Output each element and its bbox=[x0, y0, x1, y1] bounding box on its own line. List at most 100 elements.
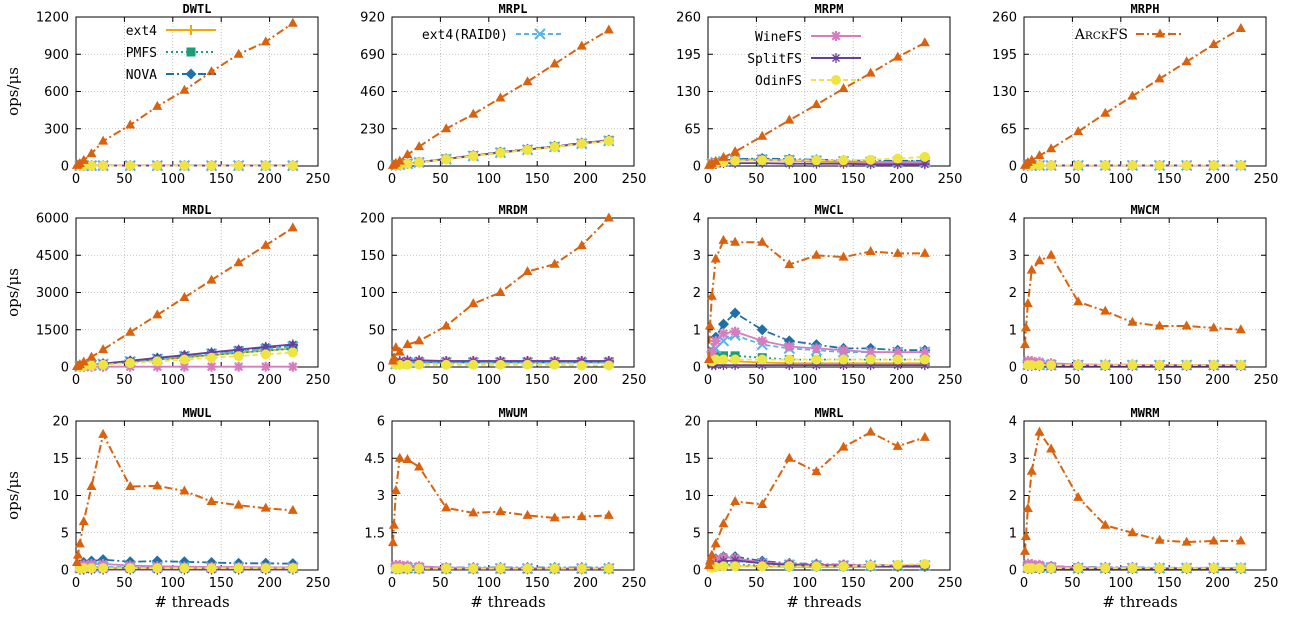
data-point: ArckFS x=112 y=122 bbox=[1127, 90, 1138, 100]
data-point: ArckFS x=56 y=1.95 bbox=[1073, 491, 1084, 501]
y-tick-label: 130 bbox=[992, 85, 1017, 100]
x-tick-label: 100 bbox=[476, 172, 501, 187]
data-point: OdinFS x=112 y=300 bbox=[179, 354, 190, 365]
data-point: OdinFS x=224 y=580 bbox=[287, 347, 298, 358]
data-point: OdinFS x=56 y=0.05 bbox=[1073, 360, 1084, 371]
data-point: ArckFS x=112 y=100 bbox=[495, 287, 506, 296]
data-point: OdinFS x=28 y=22 bbox=[414, 157, 425, 168]
x-tick-label: 250 bbox=[306, 576, 331, 591]
y-tick-label: 0 bbox=[61, 160, 69, 175]
x-tick-label: 100 bbox=[792, 576, 817, 591]
data-point: ArckFS x=168 y=2.1 bbox=[549, 512, 560, 522]
data-point: OdinFS x=84 y=0.05 bbox=[1100, 360, 1111, 371]
y-tick-label: 0 bbox=[1009, 160, 1017, 175]
data-point: ArckFS x=1 y=1.1 bbox=[387, 537, 398, 547]
y-tick-label: 195 bbox=[992, 48, 1017, 63]
data-point: ArckFS x=112 y=10.6 bbox=[179, 485, 190, 495]
y-tick-label: 1 bbox=[1009, 526, 1017, 541]
data-point: OdinFS x=140 y=3 bbox=[206, 160, 217, 171]
data-point: OdinFS x=84 y=1 bbox=[1100, 160, 1111, 171]
panel-mwum: 0 50 100 150 200 250 0 1.5 3 4.5 6 MWUM ext4 x=4 y=0… bbox=[364, 406, 646, 611]
data-point: ArckFS x=224 y=1150 bbox=[287, 17, 298, 27]
x-tick-label: 50 bbox=[1064, 172, 1081, 187]
data-point: OdinFS x=224 y=0.2 bbox=[919, 354, 930, 365]
data-point: OdinFS x=56 y=0.05 bbox=[1073, 563, 1084, 574]
data-point: ArckFS x=4 y=1.9 bbox=[706, 290, 717, 300]
legend-swatch-marker bbox=[1155, 28, 1165, 38]
data-point: ArckFS x=56 y=60 bbox=[1073, 126, 1084, 136]
data-point: ArckFS x=84 y=80 bbox=[784, 114, 795, 124]
data-point: ArckFS x=1 y=0.6 bbox=[1019, 339, 1030, 349]
legend-label: ext4 bbox=[126, 24, 157, 39]
data-point: OdinFS x=140 y=0.5 bbox=[838, 561, 849, 572]
data-point: OdinFS x=84 y=0.06 bbox=[468, 563, 479, 574]
data-point: OdinFS x=112 y=3 bbox=[495, 359, 506, 370]
data-point: OdinFS x=140 y=0.06 bbox=[522, 563, 533, 574]
x-tick-label: 250 bbox=[306, 373, 331, 388]
data-point: ArckFS x=4 y=2 bbox=[706, 549, 717, 559]
data-point: ArckFS x=4 y=1.7 bbox=[1022, 298, 1033, 308]
data-point: ArckFS x=84 y=85 bbox=[468, 298, 479, 308]
y-tick-label: 3000 bbox=[36, 286, 69, 301]
data-point: SplitFS x=140 y=0.05 bbox=[838, 360, 849, 371]
data-point: ArckFS x=112 y=3 bbox=[811, 249, 822, 259]
data-point: ArckFS x=8 y=2.65 bbox=[1026, 465, 1037, 475]
series-group: ext4 x=4 y=0.07ext4 x=8 y=0.07ext4 x=16 … bbox=[1019, 426, 1247, 574]
data-point: OdinFS x=168 y=0.6 bbox=[865, 560, 876, 571]
data-point: ArckFS x=168 y=3.1 bbox=[865, 246, 876, 256]
data-point: OdinFS x=140 y=370 bbox=[206, 352, 217, 363]
data-point: WineFS x=140 y=0.45 bbox=[838, 345, 849, 356]
data-point: ArckFS x=28 y=18.2 bbox=[98, 428, 109, 438]
data-point: ArckFS x=4 y=16 bbox=[390, 157, 401, 167]
data-point: ArckFS x=224 y=215 bbox=[919, 37, 930, 47]
y-tick-label: 4 bbox=[1009, 415, 1017, 430]
data-point: WineFS x=28 y=0.95 bbox=[730, 326, 741, 337]
y-tick-label: 3 bbox=[1009, 249, 1017, 264]
x-tick-label: 0 bbox=[72, 576, 80, 591]
data-point: OdinFS x=112 y=1 bbox=[1127, 160, 1138, 171]
data-point: OdinFS x=196 y=138 bbox=[576, 138, 587, 149]
data-point: ArckFS x=168 y=900 bbox=[233, 48, 244, 58]
x-tick-label: 250 bbox=[306, 172, 331, 187]
x-axis-label: # threads bbox=[786, 593, 861, 611]
x-tick-label: 150 bbox=[841, 576, 866, 591]
data-point: ArckFS x=8 y=4.5 bbox=[394, 452, 405, 462]
data-point: ArckFS x=84 y=15 bbox=[784, 452, 795, 462]
y-tick-label: 0 bbox=[1009, 361, 1017, 376]
data-point: OdinFS x=28 y=0.2 bbox=[730, 354, 741, 365]
data-point: ArckFS x=28 y=4.15 bbox=[414, 461, 425, 471]
data-point: ArckFS x=8 y=30 bbox=[394, 155, 405, 165]
data-point: ArckFS x=224 y=2.2 bbox=[603, 509, 614, 519]
panel-mwrm: 0 50 100 150 200 250 0 1 2 3 4 MWRM ext4 x=4 y=0.07e… bbox=[1009, 406, 1279, 611]
series-group: ext4 x=4 y=3ext4 x=8 y=3ext4 x=16 y=3ext… bbox=[71, 17, 299, 172]
y-tick-label: 1 bbox=[693, 323, 701, 338]
data-point: OdinFS x=84 y=230 bbox=[152, 356, 163, 367]
data-point: OdinFS x=56 y=3 bbox=[125, 160, 136, 171]
data-point: OdinFS x=224 y=0.25 bbox=[287, 563, 298, 574]
data-point: ArckFS x=56 y=55 bbox=[441, 320, 452, 330]
data-point: OdinFS x=8 y=0.05 bbox=[1026, 563, 1037, 574]
data-point: OdinFS x=140 y=10 bbox=[838, 155, 849, 166]
series-line-arckfs bbox=[708, 431, 926, 566]
data-point: ArckFS x=196 y=4900 bbox=[260, 239, 271, 249]
panel-title: MWRL bbox=[815, 406, 844, 420]
plot-frame bbox=[391, 16, 635, 167]
legend-swatch-marker bbox=[185, 68, 197, 80]
data-point: SplitFS x=84 y=0.05 bbox=[784, 360, 795, 371]
data-point: SplitFS x=196 y=0.05 bbox=[892, 360, 903, 371]
x-tick-label: 50 bbox=[432, 576, 449, 591]
data-point: OdinFS x=168 y=0.2 bbox=[865, 354, 876, 365]
data-point: OdinFS x=168 y=11 bbox=[865, 154, 876, 165]
x-tick-label: 50 bbox=[116, 373, 133, 388]
data-point: SplitFS x=28 y=1.3 bbox=[730, 555, 741, 566]
y-tick-label: 4.5 bbox=[364, 452, 385, 467]
x-tick-label: 150 bbox=[209, 576, 234, 591]
y-tick-label: 5 bbox=[693, 526, 701, 541]
data-point: OdinFS x=28 y=0.06 bbox=[414, 563, 425, 574]
y-axis-label: ops/μs bbox=[4, 67, 22, 116]
x-tick-label: 150 bbox=[525, 576, 550, 591]
y-tick-label: 130 bbox=[676, 85, 701, 100]
legend-label: PMFS bbox=[126, 46, 157, 61]
data-point: OdinFS x=140 y=0.25 bbox=[206, 563, 217, 574]
x-tick-label: 150 bbox=[209, 373, 234, 388]
